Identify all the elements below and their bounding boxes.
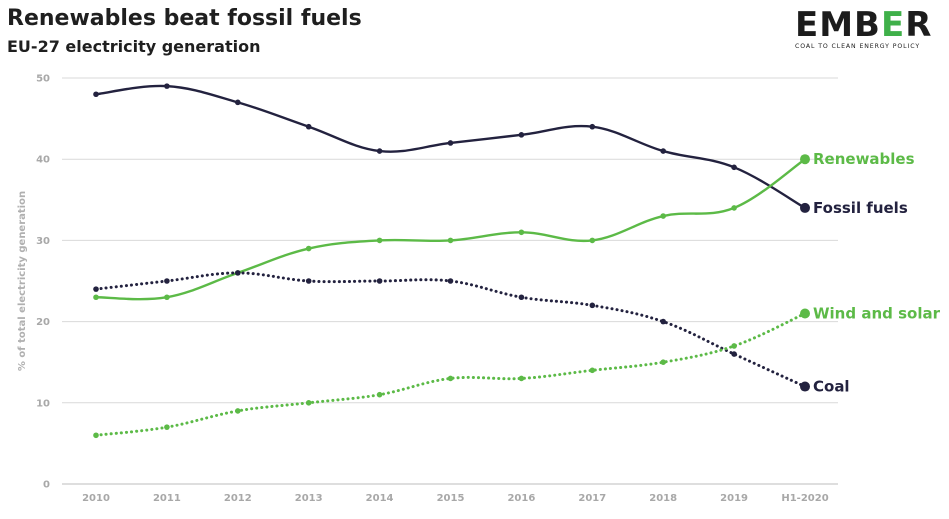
point-coal-2012 bbox=[235, 270, 241, 276]
point-fossil-fuels-2015 bbox=[447, 140, 454, 146]
point-renewables-2018 bbox=[660, 213, 666, 219]
point-wind-and-solar-2016 bbox=[518, 375, 525, 382]
point-coal-2018 bbox=[660, 318, 666, 325]
point-wind-and-solar-2012 bbox=[235, 408, 241, 414]
point-coal-2015 bbox=[447, 278, 454, 284]
label-renewables: Renewables bbox=[813, 150, 915, 168]
point-coal-2014 bbox=[376, 278, 383, 284]
label-fossil-fuels: Fossil fuels bbox=[813, 199, 908, 217]
y-axis-label: % of total electricity generation bbox=[17, 191, 28, 371]
point-fossil-fuels-2016 bbox=[518, 132, 525, 138]
point-fossil-fuels-2019 bbox=[731, 164, 737, 171]
series-line-coal bbox=[94, 271, 807, 389]
y-tick-20: 20 bbox=[36, 317, 50, 328]
point-wind-and-solar-2010 bbox=[93, 432, 99, 439]
point-wind-and-solar-2018 bbox=[660, 359, 666, 366]
point-coal-2016 bbox=[518, 294, 525, 301]
y-tick-0: 0 bbox=[43, 480, 50, 491]
y-tick-10: 10 bbox=[36, 398, 50, 409]
point-renewables-2013 bbox=[305, 245, 312, 252]
y-tick-40: 40 bbox=[36, 155, 50, 166]
point-wind-and-solar-2011 bbox=[164, 424, 170, 430]
point-fossil-fuels-2012 bbox=[235, 99, 241, 106]
label-wind-and-solar: Wind and solar bbox=[813, 304, 941, 322]
x-tick-2018: 2018 bbox=[649, 493, 677, 504]
point-renewables-2014 bbox=[376, 237, 383, 244]
point-fossil-fuels-2010 bbox=[93, 91, 99, 98]
x-tick-2013: 2013 bbox=[295, 493, 323, 504]
x-tick-2016: 2016 bbox=[507, 493, 535, 504]
point-renewables-2015 bbox=[447, 237, 454, 244]
point-renewables-H1-2020 bbox=[800, 154, 810, 165]
point-wind-and-solar-2017 bbox=[589, 367, 596, 374]
point-renewables-2017 bbox=[589, 237, 596, 244]
y-tick-labels: 0 10 20 30 40 50 bbox=[36, 74, 50, 491]
x-tick-2015: 2015 bbox=[437, 493, 465, 504]
y-tick-30: 30 bbox=[36, 236, 50, 247]
x-tick-2014: 2014 bbox=[366, 493, 394, 504]
point-renewables-2019 bbox=[731, 205, 737, 211]
series-line-fossil-fuels bbox=[94, 84, 807, 210]
point-renewables-2016 bbox=[518, 229, 525, 236]
logo-wordmark: EMBER bbox=[795, 5, 933, 45]
label-coal: Coal bbox=[813, 378, 850, 396]
point-coal-2011 bbox=[164, 278, 170, 284]
x-tick-H1-2020: H1-2020 bbox=[781, 493, 828, 504]
point-renewables-2011 bbox=[164, 294, 170, 301]
point-fossil-fuels-H1-2020 bbox=[800, 202, 810, 213]
point-wind-and-solar-2019 bbox=[731, 343, 737, 349]
point-fossil-fuels-2017 bbox=[589, 123, 596, 130]
x-tick-labels: 2010 2011 2012 2013 2014 2015 2016 2017 2018 2019… bbox=[82, 493, 829, 504]
point-wind-and-solar-2015 bbox=[447, 375, 454, 382]
point-coal-H1-2020 bbox=[800, 381, 810, 392]
series-line-renewables bbox=[94, 158, 807, 301]
chart-subtitle: EU-27 electricity generation bbox=[7, 37, 261, 56]
series-end-labels: Fossil fuels Renewables Coal Wind and solar bbox=[813, 150, 941, 395]
logo-tagline: COAL TO CLEAN ENERGY POLICY bbox=[795, 43, 920, 50]
point-coal-2019 bbox=[731, 351, 737, 357]
series-line-wind-and-solar bbox=[94, 311, 807, 437]
point-wind-and-solar-2014 bbox=[376, 391, 383, 398]
x-tick-2017: 2017 bbox=[578, 493, 606, 504]
x-tick-2010: 2010 bbox=[82, 493, 110, 504]
point-fossil-fuels-2011 bbox=[164, 83, 170, 89]
ember-logo: EMBER COAL TO CLEAN ENERGY POLICY bbox=[795, 8, 937, 50]
point-coal-2017 bbox=[589, 302, 596, 309]
point-coal-2013 bbox=[305, 278, 312, 284]
point-renewables-2010 bbox=[93, 294, 99, 301]
y-tick-50: 50 bbox=[36, 74, 50, 85]
chart-title: Renewables beat fossil fuels bbox=[7, 6, 362, 31]
point-wind-and-solar-2013 bbox=[305, 400, 312, 406]
x-tick-2019: 2019 bbox=[720, 493, 748, 504]
point-fossil-fuels-2018 bbox=[660, 148, 666, 154]
point-fossil-fuels-2013 bbox=[305, 123, 312, 130]
series-lines bbox=[93, 83, 810, 439]
point-coal-2010 bbox=[93, 286, 99, 292]
x-tick-2012: 2012 bbox=[224, 493, 252, 504]
point-fossil-fuels-2014 bbox=[376, 148, 383, 154]
point-wind-and-solar-H1-2020 bbox=[800, 308, 810, 319]
x-tick-2011: 2011 bbox=[153, 493, 181, 504]
